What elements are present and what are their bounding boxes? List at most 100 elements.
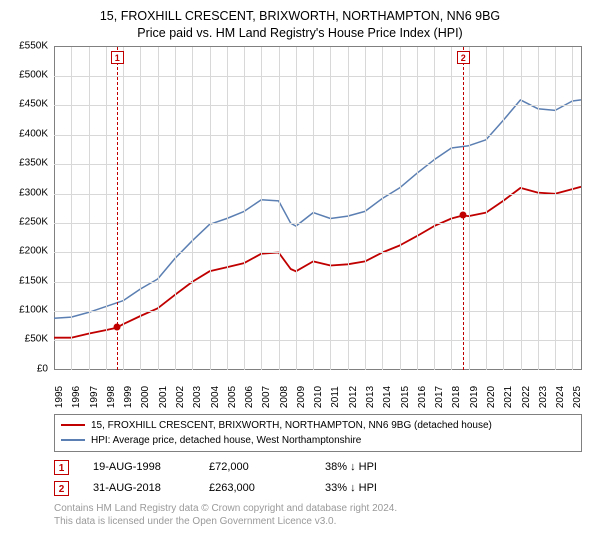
series-property: [54, 187, 581, 338]
x-tick-label: 2005: [227, 386, 238, 408]
series-hpi: [54, 100, 581, 318]
legend-swatch-hpi: [61, 439, 85, 441]
y-tick-label: £450K: [19, 99, 48, 110]
gridline-h: [54, 223, 581, 224]
x-tick-label: 2020: [486, 386, 497, 408]
legend-item-hpi: HPI: Average price, detached house, West…: [61, 433, 575, 448]
footer-line2: This data is licensed under the Open Gov…: [54, 515, 582, 528]
x-tick-label: 2024: [555, 386, 566, 408]
x-tick-label: 2002: [175, 386, 186, 408]
gridline-v: [175, 47, 176, 370]
y-axis: £0£50K£100K£150K£200K£250K£300K£350K£400…: [12, 46, 52, 370]
y-tick-label: £400K: [19, 128, 48, 139]
gridline-h: [54, 105, 581, 106]
gridline-v: [123, 47, 124, 370]
datapoints-table: 1 19-AUG-1998 £72,000 38% ↓ HPI 2 31-AUG…: [54, 460, 582, 496]
y-tick-label: £500K: [19, 70, 48, 81]
gridline-v: [348, 47, 349, 370]
y-tick-label: £350K: [19, 158, 48, 169]
gridline-v: [227, 47, 228, 370]
gridline-v: [469, 47, 470, 370]
gridline-v: [261, 47, 262, 370]
y-tick-label: £550K: [19, 40, 48, 51]
chart-container: 15, FROXHILL CRESCENT, BRIXWORTH, NORTHA…: [0, 0, 600, 560]
gridline-v: [434, 47, 435, 370]
footer-line1: Contains HM Land Registry data © Crown c…: [54, 502, 582, 515]
x-tick-label: 1998: [106, 386, 117, 408]
gridline-v: [503, 47, 504, 370]
x-tick-label: 2019: [469, 386, 480, 408]
gridline-v: [140, 47, 141, 370]
datapoint-pct-1: 38% ↓ HPI: [325, 461, 417, 473]
marker-vline-2: [463, 47, 464, 370]
y-tick-label: £50K: [25, 334, 48, 345]
chart-area: £0£50K£100K£150K£200K£250K£300K£350K£400…: [54, 46, 582, 388]
gridline-v: [572, 47, 573, 370]
gridline-h: [54, 311, 581, 312]
y-tick-label: £150K: [19, 275, 48, 286]
x-tick-label: 2018: [451, 386, 462, 408]
gridline-v: [365, 47, 366, 370]
gridline-h: [54, 340, 581, 341]
legend-swatch-property: [61, 424, 85, 426]
y-tick-label: £300K: [19, 187, 48, 198]
gridline-v: [417, 47, 418, 370]
datapoint-row-2: 2 31-AUG-2018 £263,000 33% ↓ HPI: [54, 481, 582, 496]
x-tick-label: 2006: [244, 386, 255, 408]
gridline-v: [71, 47, 72, 370]
x-tick-label: 2017: [434, 386, 445, 408]
x-tick-label: 1995: [54, 386, 65, 408]
x-tick-label: 2001: [158, 386, 169, 408]
gridline-v: [382, 47, 383, 370]
x-tick-label: 2003: [192, 386, 203, 408]
gridline-v: [555, 47, 556, 370]
gridline-h: [54, 135, 581, 136]
datapoint-pct-2: 33% ↓ HPI: [325, 482, 417, 494]
gridline-v: [400, 47, 401, 370]
x-axis: 1995199619971998199920002001200220032004…: [54, 370, 582, 388]
gridline-v: [330, 47, 331, 370]
datapoint-date-1: 19-AUG-1998: [93, 461, 185, 473]
gridline-h: [54, 76, 581, 77]
marker-box-1: 1: [111, 51, 124, 64]
gridline-v: [89, 47, 90, 370]
gridline-v: [486, 47, 487, 370]
marker-dot-2: [459, 212, 466, 219]
x-tick-label: 2014: [382, 386, 393, 408]
x-tick-label: 2012: [348, 386, 359, 408]
footer-text: Contains HM Land Registry data © Crown c…: [54, 502, 582, 528]
x-tick-label: 2007: [261, 386, 272, 408]
title-line1: 15, FROXHILL CRESCENT, BRIXWORTH, NORTHA…: [12, 8, 588, 25]
legend-label-hpi: HPI: Average price, detached house, West…: [91, 433, 361, 448]
title-line2: Price paid vs. HM Land Registry's House …: [12, 25, 588, 42]
gridline-v: [296, 47, 297, 370]
y-tick-label: £0: [37, 363, 48, 374]
x-tick-label: 1999: [123, 386, 134, 408]
gridline-v: [279, 47, 280, 370]
legend-label-property: 15, FROXHILL CRESCENT, BRIXWORTH, NORTHA…: [91, 418, 492, 433]
marker-dot-1: [113, 324, 120, 331]
gridline-v: [244, 47, 245, 370]
gridline-v: [158, 47, 159, 370]
gridline-v: [451, 47, 452, 370]
gridline-h: [54, 282, 581, 283]
y-tick-label: £250K: [19, 216, 48, 227]
x-tick-label: 2009: [296, 386, 307, 408]
datapoint-box-2: 2: [54, 481, 69, 496]
datapoint-box-1: 1: [54, 460, 69, 475]
gridline-v: [106, 47, 107, 370]
gridline-h: [54, 164, 581, 165]
y-tick-label: £100K: [19, 305, 48, 316]
datapoint-row-1: 1 19-AUG-1998 £72,000 38% ↓ HPI: [54, 460, 582, 475]
x-tick-label: 1997: [89, 386, 100, 408]
datapoint-price-2: £263,000: [209, 482, 301, 494]
x-tick-label: 2000: [140, 386, 151, 408]
x-tick-label: 2021: [503, 386, 514, 408]
legend-item-property: 15, FROXHILL CRESCENT, BRIXWORTH, NORTHA…: [61, 418, 575, 433]
x-tick-label: 1996: [71, 386, 82, 408]
marker-vline-1: [117, 47, 118, 370]
gridline-h: [54, 252, 581, 253]
gridline-v: [313, 47, 314, 370]
x-tick-label: 2022: [521, 386, 532, 408]
x-tick-label: 2011: [330, 386, 341, 408]
